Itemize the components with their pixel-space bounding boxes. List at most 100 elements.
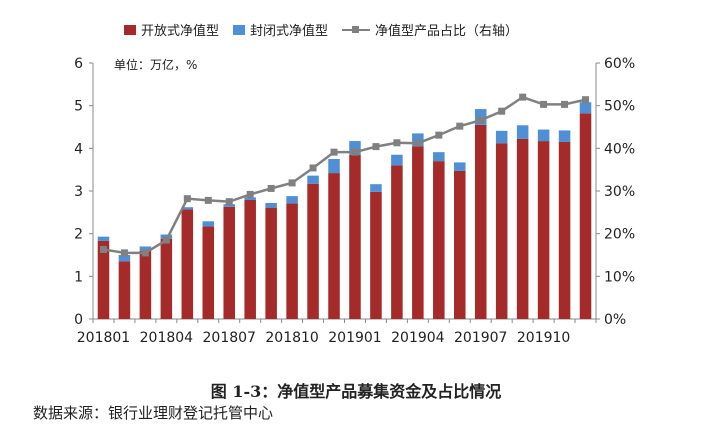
bar-open — [244, 199, 256, 319]
y-right-tick-label: 40% — [604, 141, 635, 157]
bar-open — [537, 141, 550, 319]
share-point — [267, 184, 275, 192]
bar-open — [558, 141, 571, 319]
share-point — [225, 198, 233, 206]
share-point — [141, 249, 149, 257]
figure-caption: 图 1-3：净值型产品募集资金及占比情况 — [210, 382, 502, 401]
y-right-tick-label: 20% — [604, 227, 635, 243]
bar-closed — [244, 197, 256, 200]
bar-closed — [516, 125, 529, 139]
x-tick-label: 201807 — [203, 330, 256, 346]
legend-item-open: 开放式净值型 — [124, 20, 219, 39]
x-tick-label: 201801 — [77, 330, 130, 346]
share-point — [246, 190, 254, 198]
bar-open — [370, 191, 382, 319]
bar-open — [160, 238, 173, 319]
x-tick-label: 201810 — [265, 330, 318, 346]
share-point — [519, 93, 527, 101]
bar-open — [516, 138, 529, 319]
y-left-tick-label: 5 — [74, 99, 83, 115]
x-tick-label: 201804 — [140, 330, 194, 346]
y-right-tick-label: 10% — [604, 269, 635, 285]
bar-open — [433, 161, 445, 319]
share-point — [540, 100, 548, 108]
share-point — [582, 96, 590, 104]
bar-open — [579, 113, 592, 319]
bar-open — [328, 173, 340, 319]
bar-open — [495, 143, 508, 319]
share-point — [372, 143, 380, 151]
bar-closed — [307, 175, 319, 184]
bar-closed — [97, 236, 110, 241]
bar-open — [139, 250, 152, 319]
legend-item-closed: 封闭式净值型 — [233, 20, 328, 39]
share-point — [414, 139, 422, 147]
bar-closed — [579, 102, 592, 114]
bar-open — [286, 203, 298, 319]
share-point — [120, 249, 128, 257]
bar-open — [307, 183, 319, 319]
bar-closed — [537, 129, 550, 142]
legend-swatch-closed — [233, 24, 246, 35]
y-left-tick-label: 2 — [74, 227, 83, 243]
share-point — [351, 148, 359, 156]
share-point — [330, 148, 338, 156]
bar-closed — [349, 141, 361, 155]
bar-open — [265, 207, 277, 319]
bar-closed — [558, 130, 571, 142]
bar-closed — [391, 154, 403, 166]
legend-item-share: 净值型产品占比（右轴） — [342, 20, 518, 39]
bar-open — [349, 154, 361, 319]
share-point — [477, 116, 485, 124]
bar-closed — [202, 221, 215, 227]
bar-open — [202, 226, 215, 319]
unit-note: 单位：万亿，% — [114, 58, 198, 72]
share-point — [456, 122, 464, 130]
legend-label-open: 开放式净值型 — [141, 24, 220, 39]
bar-closed — [223, 204, 235, 207]
y-left-tick-label: 3 — [74, 184, 83, 200]
y-right-tick-label: 0% — [604, 312, 626, 328]
share-point — [183, 195, 191, 203]
share-point — [435, 131, 443, 139]
share-point — [498, 107, 506, 115]
bar-closed — [495, 130, 508, 144]
bar-closed — [181, 207, 194, 210]
share-point — [309, 164, 317, 172]
legend-swatch-open — [124, 24, 136, 35]
bar-closed — [328, 159, 340, 174]
share-point — [561, 100, 569, 108]
bar-open — [474, 124, 487, 319]
data-source: 数据来源：银行业理财登记托管中心 — [33, 404, 274, 422]
y-left-tick-label: 1 — [74, 269, 83, 285]
bar-closed — [454, 162, 466, 171]
x-tick-label: 201904 — [391, 330, 445, 346]
bar-open — [181, 209, 194, 319]
bar-closed — [286, 196, 298, 204]
bar-closed — [265, 202, 277, 208]
legend-label-closed: 封闭式净值型 — [250, 24, 329, 39]
y-left-tick-label: 0 — [74, 312, 83, 328]
share-line — [103, 95, 586, 255]
share-point — [393, 139, 401, 147]
chart-legend: 开放式净值型 封闭式净值型 净值型产品占比（右轴） — [124, 20, 518, 39]
bar-closed — [118, 255, 131, 262]
share-point — [288, 179, 296, 187]
y-left-tick-label: 4 — [74, 141, 83, 157]
bar-open — [412, 146, 424, 319]
bar-open — [391, 165, 403, 319]
bar-closed — [433, 152, 445, 162]
bar-closed — [139, 246, 152, 251]
legend-label-share: 净值型产品占比（右轴） — [375, 24, 519, 39]
bar-open — [454, 170, 466, 319]
bar-open — [97, 240, 110, 319]
bar-open — [223, 206, 235, 319]
x-tick-label: 201910 — [517, 330, 570, 346]
share-point — [204, 196, 212, 204]
y-left-tick-label: 6 — [74, 56, 83, 72]
y-right-tick-label: 30% — [604, 184, 635, 200]
bar-closed — [370, 184, 382, 192]
x-tick-label: 201907 — [454, 330, 507, 346]
legend-swatch-share — [342, 25, 371, 33]
